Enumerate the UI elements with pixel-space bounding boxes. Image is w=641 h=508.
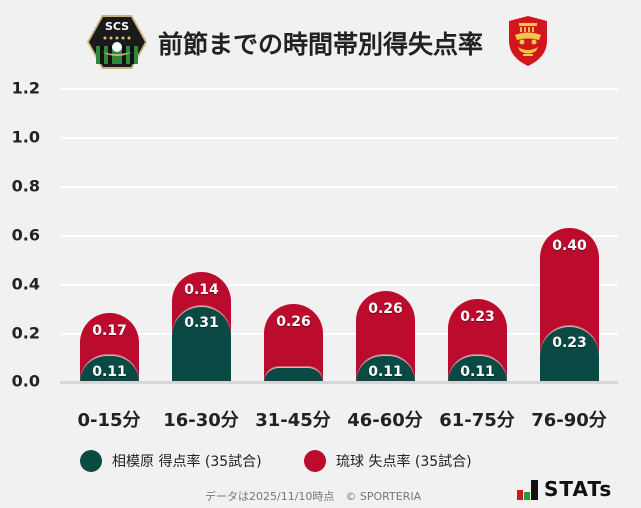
bar-chart: 1.2 1.0 0.8 0.6 0.4 0.2 0.0 0.17 0.11 0.14… <box>11 78 618 431</box>
stats-bars-icon <box>517 480 538 500</box>
bar-value-label-home: 0.23 <box>552 335 587 351</box>
y-tick-0.8: 0.8 <box>11 176 40 196</box>
chart-legend: 相模原 得点率 (35試合) 琉球 失点率 (35試合) <box>0 449 641 473</box>
gridline <box>61 284 618 286</box>
gridline <box>61 333 618 335</box>
ryukyu-crest-icon <box>505 15 551 67</box>
y-tick-1.2: 1.2 <box>11 78 40 98</box>
y-tick-0.4: 0.4 <box>11 274 40 294</box>
chart-title: 前節までの時間帯別得失点率 <box>158 30 484 59</box>
legend-item-away[interactable]: 琉球 失点率 (35試合) <box>304 449 472 473</box>
bar-home-scored[interactable] <box>264 367 323 382</box>
y-tick-0.0: 0.0 <box>11 371 40 391</box>
y-tick-1.0: 1.0 <box>11 127 40 147</box>
gridline <box>61 186 618 188</box>
y-tick-0.2: 0.2 <box>11 323 40 343</box>
gridline <box>61 137 618 139</box>
legend-swatch-green-icon <box>80 450 102 472</box>
x-tick: 0-15分 <box>77 410 141 431</box>
chart-header: SCS 前節までの時間帯別得失点率 <box>0 0 641 80</box>
bar-value-label-away: 0.26 <box>368 301 403 317</box>
stats-brand-logo: STATs <box>517 478 612 500</box>
bar-value-label-away: 0.23 <box>460 309 495 325</box>
legend-swatch-red-icon <box>304 450 326 472</box>
x-tick: 76-90分 <box>531 410 607 431</box>
x-axis-baseline <box>60 381 618 384</box>
bar-value-label-home: 0.31 <box>184 315 219 331</box>
legend-item-home[interactable]: 相模原 得点率 (35試合) <box>80 449 262 473</box>
bar-home-scored[interactable] <box>540 326 599 382</box>
x-tick: 16-30分 <box>163 410 239 431</box>
legend-label: 琉球 失点率 (35試合) <box>336 454 472 470</box>
sagamihara-crest-icon: SCS <box>86 14 148 70</box>
x-tick: 61-75分 <box>439 410 515 431</box>
x-tick: 46-60分 <box>347 410 423 431</box>
bar-value-label-home: 0.11 <box>92 364 127 380</box>
bar-value-label-away: 0.26 <box>276 314 311 330</box>
bar-home-scored[interactable] <box>172 306 231 382</box>
y-tick-0.6: 0.6 <box>11 225 40 245</box>
gridline <box>61 88 618 90</box>
bar-value-label-away: 0.40 <box>552 238 587 254</box>
legend-label: 相模原 得点率 (35試合) <box>112 454 262 470</box>
data-source-note: データは2025/11/10時点 © SPORTERIA <box>205 490 422 503</box>
bar-value-label-home: 0.11 <box>460 364 495 380</box>
bar-value-label-away: 0.17 <box>92 323 127 339</box>
bar-value-label-home: 0.11 <box>368 364 403 380</box>
bar-value-label-away: 0.14 <box>184 282 219 298</box>
gridline <box>61 235 618 237</box>
x-tick: 31-45分 <box>255 410 331 431</box>
stats-brand-text: STATs <box>544 477 613 501</box>
svg-text:SCS: SCS <box>105 20 129 33</box>
